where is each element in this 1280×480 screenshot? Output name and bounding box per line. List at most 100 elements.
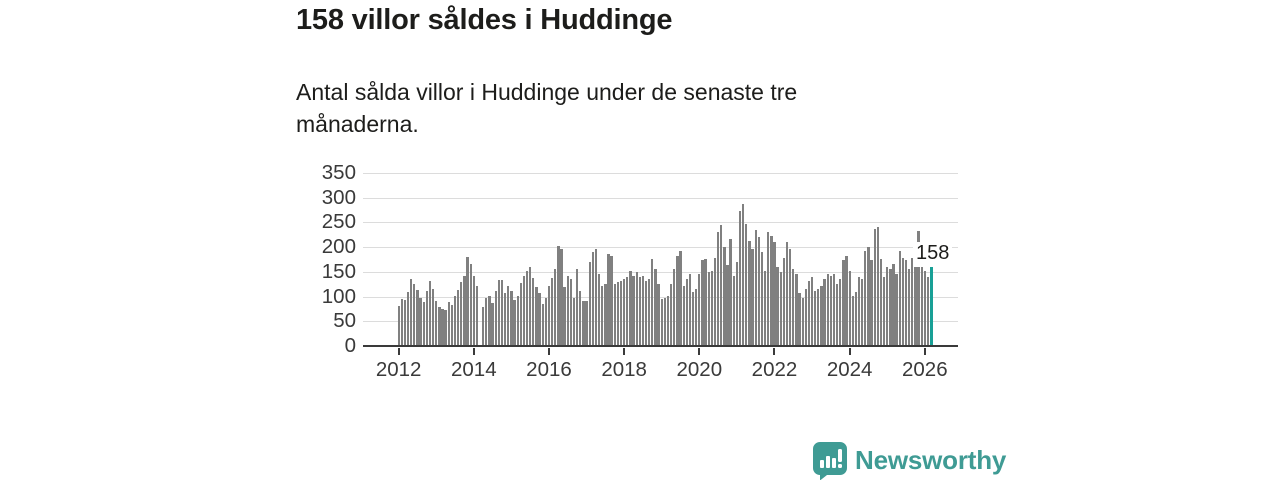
bar — [648, 278, 651, 345]
bar — [720, 225, 723, 345]
bar — [857, 277, 861, 345]
y-tick-label: 100 — [321, 284, 356, 308]
bar — [864, 250, 867, 345]
bar — [416, 289, 419, 345]
bar — [807, 280, 811, 345]
bar — [848, 270, 851, 345]
bar — [676, 255, 679, 345]
y-gridline — [363, 222, 958, 224]
bar — [701, 260, 704, 345]
bar — [616, 282, 620, 345]
page-subtitle: Antal sålda villor i Huddinge under de s… — [296, 79, 798, 138]
bar — [767, 231, 770, 345]
x-tick — [623, 348, 626, 355]
bar — [785, 242, 789, 345]
bar — [428, 280, 432, 345]
bar — [438, 307, 441, 345]
bar — [482, 307, 485, 345]
bar — [497, 280, 501, 345]
bar — [601, 285, 604, 345]
bar — [748, 240, 751, 345]
newsworthy-logo[interactable]: Newsworthy — [812, 441, 1006, 480]
bar — [792, 268, 795, 345]
bar — [472, 275, 475, 345]
bar — [710, 270, 713, 345]
bar — [726, 265, 729, 345]
bar — [679, 250, 682, 345]
bar — [488, 295, 491, 345]
bar — [839, 278, 842, 345]
bar — [898, 250, 901, 345]
bar — [873, 228, 876, 345]
bar — [591, 252, 594, 345]
bar — [594, 249, 598, 345]
bar — [538, 293, 541, 345]
bar — [669, 284, 673, 345]
bar — [529, 266, 532, 345]
bar — [876, 227, 879, 345]
bar — [660, 299, 663, 345]
bar — [754, 230, 757, 345]
bar — [507, 285, 510, 345]
bar — [406, 291, 410, 345]
bar — [723, 247, 726, 345]
bar — [716, 232, 720, 345]
bar — [397, 306, 400, 345]
bar — [579, 290, 582, 345]
bar — [550, 278, 554, 345]
bar — [691, 292, 695, 345]
bar — [485, 297, 488, 345]
bar — [410, 278, 413, 345]
bar — [832, 273, 836, 345]
bar — [823, 278, 826, 345]
bar — [870, 260, 873, 345]
bar — [635, 272, 638, 345]
bar — [513, 299, 516, 345]
bar — [738, 210, 742, 345]
bar — [623, 278, 626, 345]
bar — [666, 295, 670, 345]
newsworthy-logo-text: Newsworthy — [855, 445, 1007, 475]
bar — [682, 285, 685, 345]
bar — [547, 285, 551, 345]
bar — [453, 295, 457, 345]
bar — [917, 231, 920, 345]
bar — [814, 290, 817, 345]
page-title: 158 villor såldes i Huddinge — [296, 4, 673, 36]
x-tick-label: 2020 — [676, 358, 723, 381]
y-gridline — [363, 173, 958, 174]
y-gridline — [363, 271, 958, 273]
bar — [475, 285, 479, 345]
bar — [776, 267, 779, 345]
y-tick-label: 350 — [321, 161, 356, 184]
bar — [695, 289, 698, 345]
bar — [576, 268, 579, 345]
bar — [651, 258, 654, 345]
bar — [789, 249, 792, 345]
bar — [889, 268, 892, 345]
bar — [729, 238, 732, 345]
bar — [904, 260, 908, 345]
bar — [516, 295, 519, 345]
bar — [563, 287, 566, 345]
bar — [500, 280, 504, 345]
bar — [751, 249, 754, 345]
bar — [735, 262, 739, 345]
bar — [469, 263, 472, 345]
bar — [654, 268, 657, 345]
bar — [698, 273, 701, 345]
bar — [610, 255, 613, 345]
bar — [895, 273, 898, 345]
bar — [425, 290, 428, 345]
y-tick-label: 300 — [321, 185, 356, 209]
bar — [544, 298, 547, 345]
bar — [801, 297, 804, 345]
bar — [422, 301, 425, 345]
y-tick-label: 50 — [333, 309, 356, 333]
bar — [532, 278, 535, 345]
bar — [491, 303, 494, 345]
bar — [444, 310, 447, 345]
bar — [447, 302, 450, 345]
bar — [920, 257, 923, 345]
bar — [911, 257, 914, 345]
